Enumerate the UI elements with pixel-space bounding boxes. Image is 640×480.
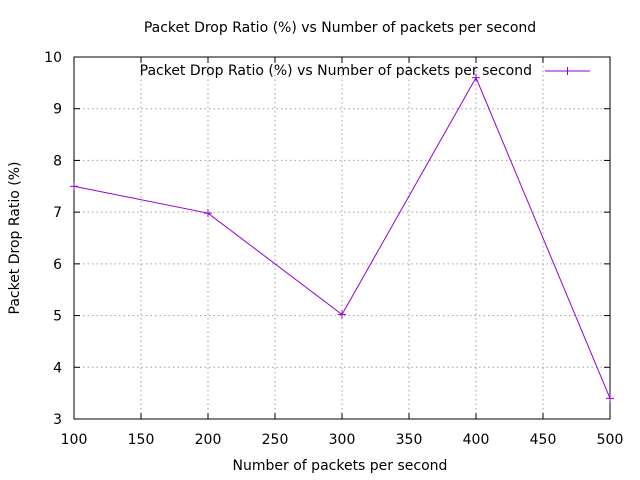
- y-tick-label: 5: [53, 309, 62, 325]
- x-tick-label: 300: [329, 432, 356, 448]
- y-tick-label: 4: [53, 360, 62, 376]
- legend-entry-label: Packet Drop Ratio (%) vs Number of packe…: [140, 63, 532, 79]
- y-tick-label: 3: [53, 412, 62, 428]
- x-tick-label: 500: [597, 432, 624, 448]
- x-tick-label: 350: [396, 432, 423, 448]
- x-tick-label: 200: [195, 432, 222, 448]
- chart-title: Packet Drop Ratio (%) vs Number of packe…: [144, 20, 536, 36]
- data-point-marker: [204, 209, 212, 218]
- legend-marker-sample: [563, 67, 572, 75]
- x-tick-label: 100: [61, 432, 88, 448]
- axis-ticks: [73, 56, 611, 420]
- y-tick-label: 7: [53, 205, 62, 221]
- x-tick-label: 450: [530, 432, 557, 448]
- y-axis-label: Packet Drop Ratio (%): [7, 161, 23, 314]
- data-point-marker: [606, 394, 614, 403]
- y-tick-label: 9: [53, 102, 62, 118]
- data-point-marker: [338, 310, 346, 319]
- x-tick-label: 250: [262, 432, 289, 448]
- y-tick-labels: 3 4 5 6 7 8 9 10: [44, 50, 62, 428]
- y-tick-label: 10: [44, 50, 62, 66]
- x-tick-label: 150: [128, 432, 155, 448]
- data-point-marker: [70, 182, 78, 191]
- legend: Packet Drop Ratio (%) vs Number of packe…: [140, 63, 590, 79]
- y-tick-label: 6: [53, 257, 62, 273]
- y-tick-label: 8: [53, 153, 62, 169]
- x-tick-labels: 100 150 200 250 300 350 400 450 500: [61, 432, 624, 448]
- x-axis-label: Number of packets per second: [233, 458, 448, 474]
- data-point-marker: [472, 73, 480, 82]
- x-tick-label: 400: [463, 432, 490, 448]
- series-layer: [70, 73, 614, 403]
- grid-lines: [74, 57, 610, 419]
